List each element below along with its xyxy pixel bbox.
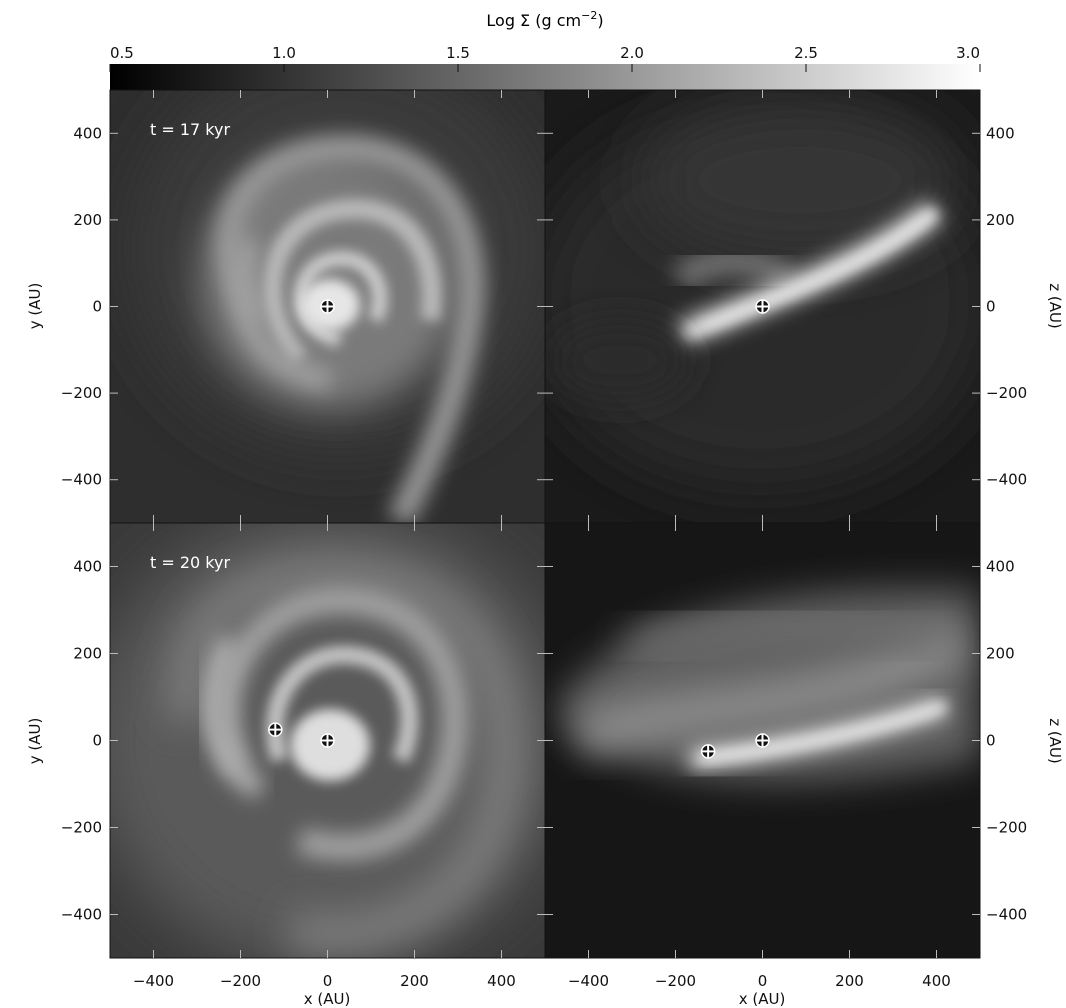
y-tick-label: −200 <box>61 384 102 402</box>
time-label-bottom: t = 20 kyr <box>150 553 230 572</box>
colorbar-tick-label: 2.5 <box>794 44 818 62</box>
colorbar-tick-label: 1.5 <box>446 44 470 62</box>
x-axis-title-left: x (AU) <box>304 990 351 1008</box>
sink-marker <box>755 733 770 748</box>
z-tick-label: 400 <box>986 558 1015 576</box>
y-tick-label: 200 <box>73 211 102 229</box>
colorbar-title-close: ) <box>597 11 603 30</box>
z-tick-label: 0 <box>986 732 996 750</box>
z-tick-label: 0 <box>986 298 996 316</box>
sink-marker <box>320 299 335 314</box>
z-axis-title-bottom: z (AU) <box>1046 718 1064 764</box>
colorbar-title-main: Log Σ (g cm <box>486 11 581 30</box>
colorbar-tick-label: 2.0 <box>620 44 644 62</box>
colorbar: Log Σ (g cm−2) 0.5 1.0 1.5 2.0 2.5 3.0 <box>109 9 981 90</box>
x-tick-label: −400 <box>133 972 174 990</box>
x-tick-label: 400 <box>487 972 516 990</box>
z-tick-label: −400 <box>986 906 1027 924</box>
z-axis-title-top: z (AU) <box>1046 283 1064 329</box>
colorbar-ticks: 0.5 1.0 1.5 2.0 2.5 3.0 <box>109 44 981 72</box>
sink-particles <box>268 299 770 759</box>
x-tick-label: 200 <box>400 972 429 990</box>
panel-frames <box>109 89 981 959</box>
colorbar-tick-label: 1.0 <box>272 44 296 62</box>
y-tick-label: −200 <box>61 819 102 837</box>
y-tick-label: 0 <box>92 732 102 750</box>
time-label-top: t = 17 kyr <box>150 120 230 139</box>
sink-marker <box>755 299 770 314</box>
y-tick-label: 200 <box>73 645 102 663</box>
x-tick-label: 0 <box>758 972 768 990</box>
z-tick-label: −400 <box>986 471 1027 489</box>
axis-tick-labels: −400 −200 0 200 400 −400 −200 0 200 400 −400 −200 0 2… <box>61 124 1027 990</box>
sink-marker <box>320 733 335 748</box>
z-tick-label: −200 <box>986 384 1027 402</box>
axis-ticks <box>110 90 980 958</box>
z-tick-label: 200 <box>986 645 1015 663</box>
x-tick-label: −400 <box>568 972 609 990</box>
y-tick-label: 400 <box>73 558 102 576</box>
colorbar-tick-label: 0.5 <box>110 44 134 62</box>
y-axis-title-bottom: y (AU) <box>26 718 44 765</box>
colorbar-title: Log Σ (g cm−2) <box>486 9 603 30</box>
y-tick-label: −400 <box>61 471 102 489</box>
sink-marker <box>268 722 283 737</box>
x-tick-label: 400 <box>922 972 951 990</box>
colorbar-title-exp: −2 <box>581 9 597 22</box>
sink-marker <box>700 744 716 759</box>
x-tick-label: 0 <box>323 972 333 990</box>
y-tick-label: 0 <box>92 298 102 316</box>
colorbar-gradient <box>110 64 980 90</box>
x-tick-label: 200 <box>835 972 864 990</box>
x-tick-label: −200 <box>220 972 261 990</box>
z-tick-label: 200 <box>986 211 1015 229</box>
x-axis-title-right: x (AU) <box>739 990 786 1008</box>
z-tick-label: −200 <box>986 819 1027 837</box>
z-tick-label: 400 <box>986 124 1015 142</box>
x-tick-label: −200 <box>655 972 696 990</box>
colorbar-tick-label: 3.0 <box>956 44 980 62</box>
y-axis-title-top: y (AU) <box>26 283 44 330</box>
panel-bottom-right-image <box>545 523 980 958</box>
y-tick-label: −400 <box>61 906 102 924</box>
y-tick-label: 400 <box>73 124 102 142</box>
